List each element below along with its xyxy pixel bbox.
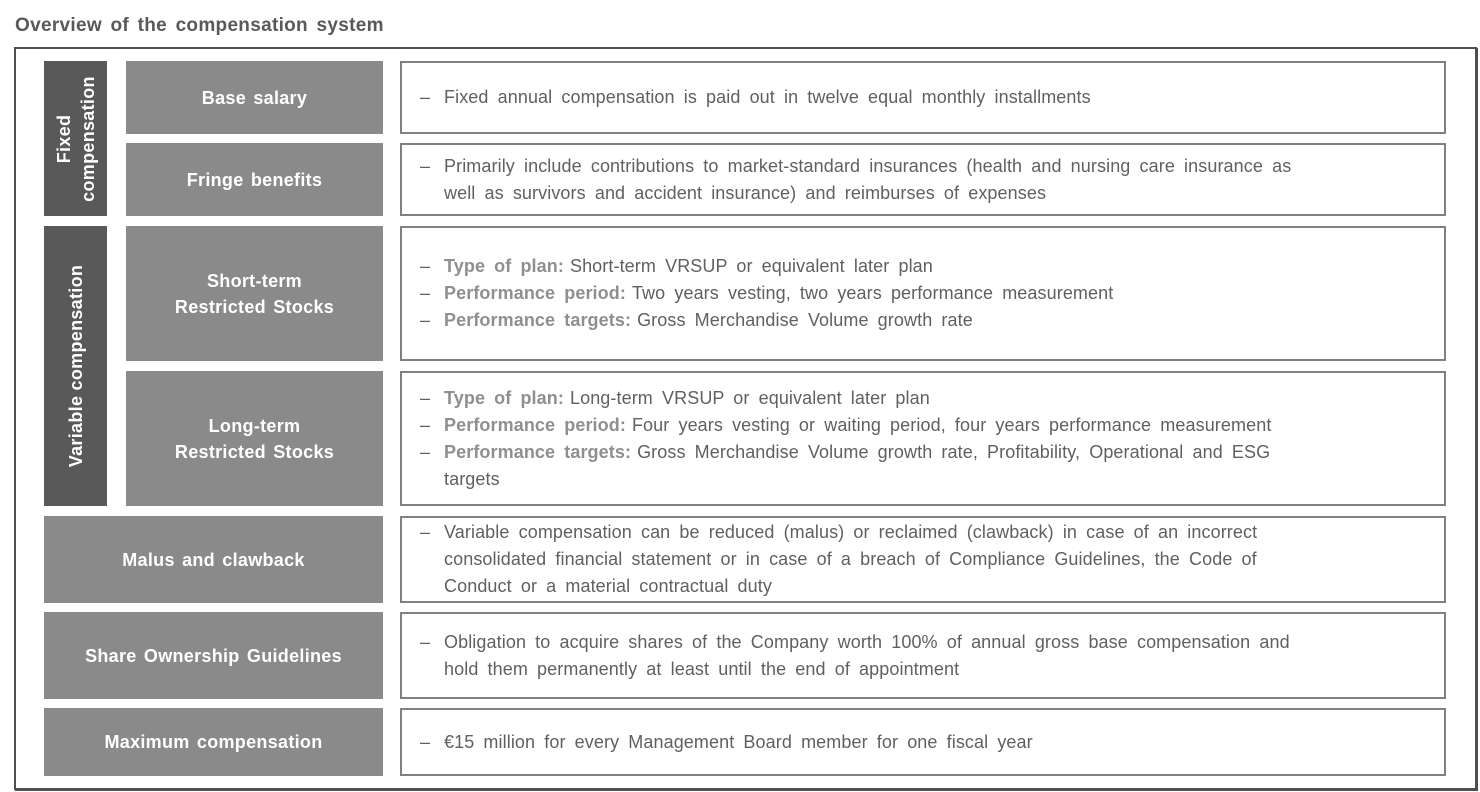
group-label-text: Fixed compensation (53, 75, 98, 202)
bullet-item: – Type of plan: Short-term VRSUP or equiv… (420, 253, 1430, 280)
row-label-share-ownership-guidelines: Share Ownership Guidelines (44, 612, 383, 699)
bullet-text: Long-term VRSUP or equivalent later plan (569, 387, 930, 408)
row-desc-maximum-compensation: – €15 million for every Management Board… (400, 708, 1446, 776)
dash-bullet: – (420, 522, 431, 542)
dash-bullet: – (420, 441, 431, 462)
dash-bullet: – (420, 256, 431, 276)
bullet-text: Short-term VRSUP or equivalent later pla… (569, 256, 933, 276)
row-label-maximum-compensation: Maximum compensation (44, 708, 383, 776)
bullet-lead: Type of plan: (444, 387, 564, 408)
bullet-lead: Type of plan: (444, 256, 564, 276)
bullet-text: Obligation to acquire shares of the Comp… (444, 631, 1290, 679)
bullet-item: – Variable compensation can be reduced (… (420, 519, 1430, 600)
bullet-lead: Performance period: (444, 283, 626, 303)
row-desc-malus-and-clawback: – Variable compensation can be reduced (… (400, 516, 1446, 603)
row-desc-base-salary: – Fixed annual compensation is paid out … (400, 61, 1446, 134)
bullet-item: – Performance targets: Gross Merchandise … (420, 439, 1430, 493)
row-desc-share-ownership-guidelines: – Obligation to acquire shares of the Co… (400, 612, 1446, 699)
group-label-text: Variable compensation (65, 264, 86, 468)
dash-bullet: – (420, 387, 431, 408)
bullet-item: – Performance period: Two years vesting, … (420, 280, 1430, 307)
dash-bullet: – (420, 310, 431, 330)
row-label-long-term-restricted-stocks: Long-term Restricted Stocks (126, 371, 383, 506)
bullet-text: Gross Merchandise Volume growth rate, Pr… (444, 441, 1271, 489)
bullet-item: – Performance targets: Gross Merchandise … (420, 307, 1430, 334)
bullet-content: Type of plan: Long-term VRSUP or equivale… (444, 385, 1430, 412)
dash-bullet: – (420, 731, 431, 752)
bullet-content: €15 million for every Management Board m… (444, 729, 1430, 756)
row-label-base-salary: Base salary (126, 61, 383, 134)
bullet-item: – Fixed annual compensation is paid out … (420, 84, 1430, 111)
bullet-content: Performance targets: Gross Merchandise Vo… (444, 307, 1430, 334)
row-label-short-term-restricted-stocks: Short-term Restricted Stocks (126, 226, 383, 361)
group-label-fixed-compensation: Fixed compensation (44, 61, 107, 216)
bullet-content: Performance period: Two years vesting, tw… (444, 280, 1430, 307)
bullet-item: – Primarily include contributions to mar… (420, 153, 1430, 207)
bullet-item: – €15 million for every Management Board… (420, 729, 1430, 756)
bullet-text: Two years vesting, two years performance… (631, 283, 1114, 303)
page-title: Overview of the compensation system (15, 15, 384, 36)
compensation-overview-panel: Fixed compensation Variable compensation… (14, 47, 1477, 790)
row-desc-short-term-restricted-stocks: – Type of plan: Short-term VRSUP or equiv… (400, 226, 1446, 361)
bullet-item: – Performance period: Four years vesting … (420, 412, 1430, 439)
bullet-content: Variable compensation can be reduced (ma… (444, 519, 1430, 600)
bullet-content: Obligation to acquire shares of the Comp… (444, 629, 1430, 683)
bullet-content: Performance targets: Gross Merchandise Vo… (444, 439, 1430, 493)
bullet-lead: Performance period: (444, 414, 626, 435)
bullet-item: – Obligation to acquire shares of the Co… (420, 629, 1430, 683)
bullet-lead: Performance targets: (444, 310, 632, 330)
row-desc-fringe-benefits: – Primarily include contributions to mar… (400, 143, 1446, 216)
bullet-text: Primarily include contributions to marke… (444, 155, 1292, 203)
dash-bullet: – (420, 155, 431, 176)
dash-bullet: – (420, 87, 431, 107)
row-desc-long-term-restricted-stocks: – Type of plan: Long-term VRSUP or equiva… (400, 371, 1446, 506)
bullet-text: Fixed annual compensation is paid out in… (444, 87, 1091, 107)
bullet-lead: Performance targets: (444, 441, 632, 462)
bullet-content: Performance period: Four years vesting or… (444, 412, 1430, 439)
dash-bullet: – (420, 414, 431, 435)
row-label-fringe-benefits: Fringe benefits (126, 143, 383, 216)
bullet-content: Fixed annual compensation is paid out in… (444, 84, 1430, 111)
group-label-variable-compensation: Variable compensation (44, 226, 107, 506)
bullet-content: Type of plan: Short-term VRSUP or equival… (444, 253, 1430, 280)
bullet-text: Variable compensation can be reduced (ma… (444, 522, 1258, 596)
bullet-text: Four years vesting or waiting period, fo… (631, 414, 1272, 435)
bullet-content: Primarily include contributions to marke… (444, 153, 1430, 207)
row-label-malus-and-clawback: Malus and clawback (44, 516, 383, 603)
bullet-text: Gross Merchandise Volume growth rate (637, 310, 973, 330)
bullet-item: – Type of plan: Long-term VRSUP or equiva… (420, 385, 1430, 412)
dash-bullet: – (420, 283, 431, 303)
dash-bullet: – (420, 631, 431, 652)
bullet-text: €15 million for every Management Board m… (444, 731, 1033, 752)
